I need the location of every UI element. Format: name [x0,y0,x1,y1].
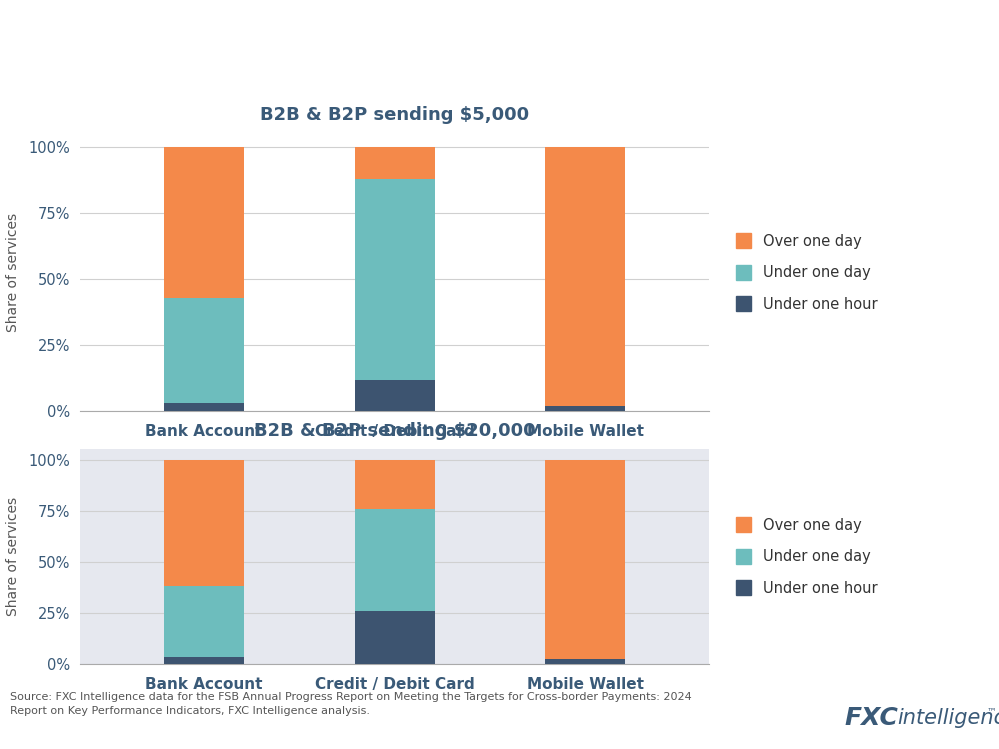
Bar [355,179,435,380]
Bar [545,147,625,406]
Text: FXC: FXC [844,706,898,730]
Legend: Over one day, Under one day, Under one hour: Over one day, Under one day, Under one h… [729,226,885,319]
Title: B2B & B2P sending $20,000: B2B & B2P sending $20,000 [254,422,535,440]
Text: Source: FXC Intelligence data for the FSB Annual Progress Report on Meeting the : Source: FXC Intelligence data for the FS… [10,692,691,717]
Bar [545,659,625,664]
Y-axis label: Share of services: Share of services [6,497,20,616]
Bar [164,586,244,658]
Text: ™: ™ [987,706,997,716]
Bar [164,460,244,586]
Text: Global average speeds for B2B & B2P cross-border payment by pay-in type: Global average speeds for B2B & B2P cros… [15,83,640,101]
Legend: Over one day, Under one day, Under one hour: Over one day, Under one day, Under one h… [729,510,885,603]
Bar [355,380,435,411]
Bar [164,297,244,404]
Bar [355,460,435,509]
Text: intelligence: intelligence [897,708,999,728]
Bar [355,147,435,179]
Bar [164,147,244,297]
Bar [545,406,625,411]
Y-axis label: Share of services: Share of services [6,213,20,332]
Bar [164,404,244,411]
Bar [355,610,435,664]
Bar [545,460,625,659]
Text: How does B2B & B2P global payment speed vary by pay-in type?: How does B2B & B2P global payment speed … [15,32,927,56]
Bar [355,509,435,610]
Title: B2B & B2P sending $5,000: B2B & B2P sending $5,000 [260,106,529,124]
Bar [164,658,244,664]
